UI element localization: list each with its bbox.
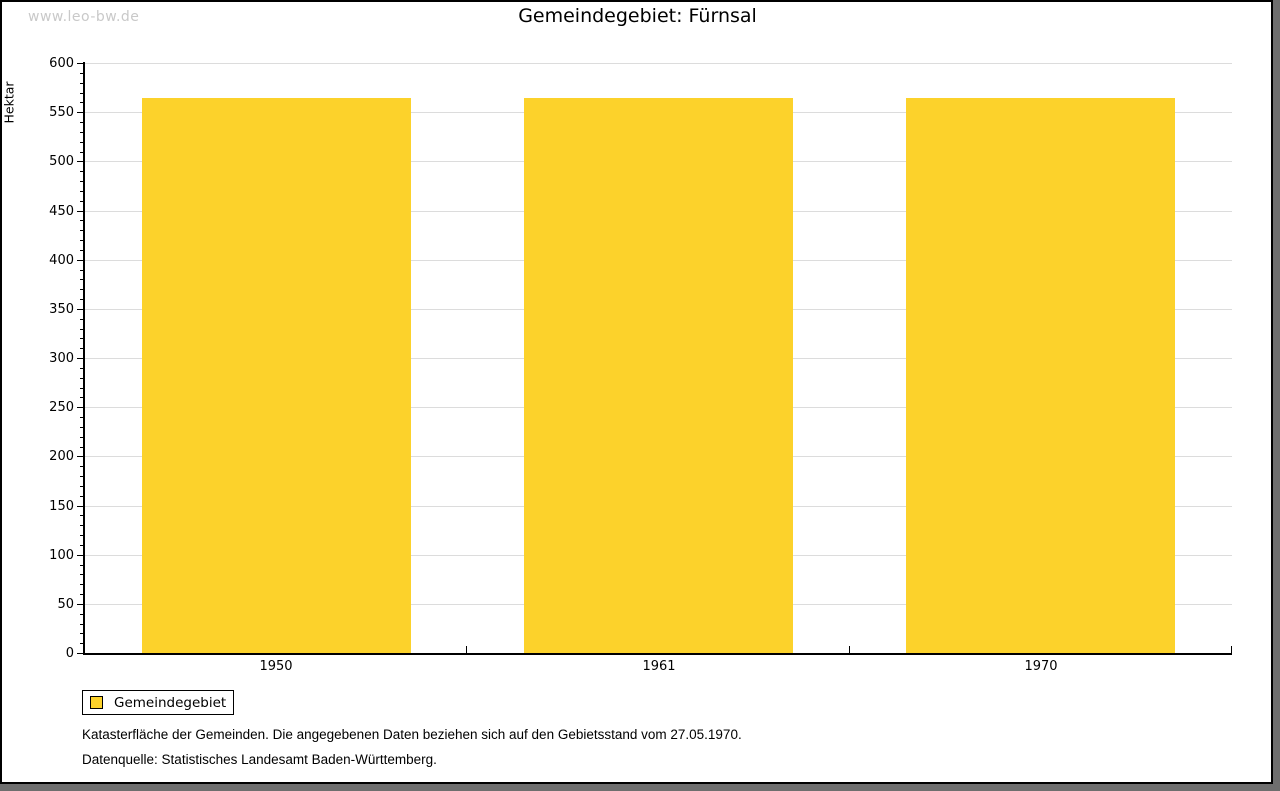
y-minor-tick: [80, 427, 85, 428]
legend-swatch-gemeindegebiet: [90, 696, 103, 709]
y-tick-label: 200: [49, 449, 74, 464]
y-axis-line: [83, 62, 85, 654]
x-tick-label: 1950: [259, 659, 293, 674]
y-tick-label: 150: [49, 499, 74, 514]
x-tick-label: 1961: [642, 659, 676, 674]
y-minor-tick: [80, 220, 85, 221]
y-minor-tick: [80, 250, 85, 251]
y-minor-tick: [80, 496, 85, 497]
x-boundary-tick: [466, 646, 467, 653]
y-tick-label: 50: [57, 597, 74, 612]
y-minor-tick: [80, 132, 85, 133]
y-minor-tick: [80, 565, 85, 566]
y-tick-label: 350: [49, 302, 74, 317]
page-title: Gemeindegebiet: Fürnsal: [518, 5, 757, 27]
y-major-tick: [77, 555, 85, 556]
y-minor-tick: [80, 486, 85, 487]
y-tick-label: 550: [49, 105, 74, 120]
y-minor-tick: [80, 594, 85, 595]
legend-label: Gemeindegebiet: [114, 694, 227, 711]
y-minor-tick: [80, 289, 85, 290]
y-major-tick: [77, 63, 85, 64]
y-tick-label: 450: [49, 204, 74, 219]
y-tick-label: 250: [49, 400, 74, 415]
y-minor-tick: [80, 319, 85, 320]
bar-1970: [906, 98, 1175, 653]
y-tick-label: 400: [49, 253, 74, 268]
y-major-tick: [77, 309, 85, 310]
y-minor-tick: [80, 614, 85, 615]
y-major-tick: [77, 407, 85, 408]
y-minor-tick: [80, 93, 85, 94]
x-axis-line: [83, 653, 1232, 655]
y-minor-tick: [80, 437, 85, 438]
bar-1961: [524, 98, 793, 653]
y-minor-tick: [80, 633, 85, 634]
bar-1950: [142, 98, 411, 653]
y-minor-tick: [80, 397, 85, 398]
caption-data-source: Datenquelle: Statistisches Landesamt Bad…: [82, 752, 437, 767]
watermark: www.leo-bw.de: [28, 9, 140, 25]
y-major-tick: [77, 506, 85, 507]
y-minor-tick: [80, 142, 85, 143]
y-minor-tick: [80, 83, 85, 84]
y-major-tick: [77, 161, 85, 162]
y-minor-tick: [80, 535, 85, 536]
y-minor-tick: [80, 102, 85, 103]
y-minor-tick: [80, 545, 85, 546]
y-tick-label: 600: [49, 56, 74, 71]
legend: Gemeindegebiet: [82, 690, 234, 715]
y-major-tick: [77, 211, 85, 212]
y-minor-tick: [80, 574, 85, 575]
y-minor-tick: [80, 643, 85, 644]
x-tick-label: 1970: [1024, 659, 1058, 674]
y-major-tick: [77, 112, 85, 113]
y-minor-tick: [80, 515, 85, 516]
y-minor-tick: [80, 368, 85, 369]
y-axis-title: Hektar: [1, 81, 17, 124]
x-boundary-tick: [1231, 646, 1232, 653]
y-major-tick: [77, 456, 85, 457]
y-minor-tick: [80, 181, 85, 182]
x-boundary-tick: [849, 646, 850, 653]
y-minor-tick: [80, 338, 85, 339]
y-minor-tick: [80, 240, 85, 241]
y-major-tick: [77, 604, 85, 605]
y-tick-label: 300: [49, 351, 74, 366]
y-minor-tick: [80, 230, 85, 231]
y-minor-tick: [80, 171, 85, 172]
y-major-tick: [77, 260, 85, 261]
y-minor-tick: [80, 201, 85, 202]
caption-data-note: Katasterfläche der Gemeinden. Die angege…: [82, 727, 742, 742]
y-minor-tick: [80, 348, 85, 349]
y-tick-label: 500: [49, 154, 74, 169]
y-minor-tick: [80, 299, 85, 300]
y-minor-tick: [80, 270, 85, 271]
y-minor-tick: [80, 466, 85, 467]
y-gridline: [85, 63, 1232, 64]
y-minor-tick: [80, 388, 85, 389]
y-major-tick: [77, 358, 85, 359]
y-minor-tick: [80, 584, 85, 585]
y-minor-tick: [80, 417, 85, 418]
y-minor-tick: [80, 279, 85, 280]
y-minor-tick: [80, 447, 85, 448]
y-minor-tick: [80, 624, 85, 625]
y-minor-tick: [80, 378, 85, 379]
y-tick-label: 100: [49, 548, 74, 563]
y-minor-tick: [80, 152, 85, 153]
y-major-tick: [77, 653, 85, 654]
y-minor-tick: [80, 476, 85, 477]
y-minor-tick: [80, 122, 85, 123]
y-minor-tick: [80, 329, 85, 330]
y-minor-tick: [80, 525, 85, 526]
y-minor-tick: [80, 191, 85, 192]
y-minor-tick: [80, 73, 85, 74]
y-tick-label: 0: [65, 646, 74, 661]
